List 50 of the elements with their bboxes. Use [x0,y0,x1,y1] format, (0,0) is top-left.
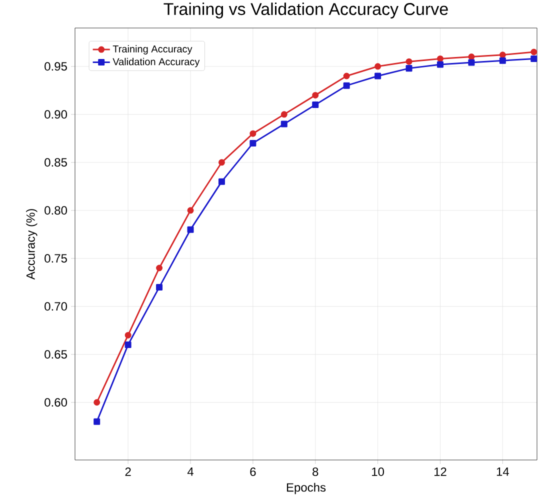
point [406,65,412,72]
x-axis-title: Epochs [286,482,326,494]
point [218,178,225,185]
point [312,102,319,108]
point [280,120,288,128]
y-axis-title: Accuracy (%) [26,209,38,280]
point [499,57,506,64]
point [124,332,132,338]
point [374,63,382,70]
point [436,61,444,68]
point [124,342,132,348]
chart-title: Training vs Validation Accuracy Curve [164,2,448,18]
point [406,58,412,65]
y-tick-label: 0.80 [44,206,68,215]
point [187,207,194,214]
point [468,59,475,66]
point [218,159,225,166]
point [94,399,100,406]
legend-label: Training Accuracy [112,45,192,54]
x-tick-label: 12 [434,468,446,476]
point [187,226,194,233]
y-tick-label: 0.95 [44,62,67,71]
y-tick-label: 0.65 [44,350,67,359]
point [343,72,350,80]
point [250,130,256,137]
y-tick-label: 0.75 [44,254,67,263]
point [530,55,538,62]
point [343,82,350,89]
point [436,55,444,62]
x-tick-label: 2 [125,468,131,476]
y-tick-label: 0.90 [44,110,68,119]
x-tick-label: 6 [250,468,256,476]
legend-label: Validation Accuracy [112,58,200,68]
point [312,92,319,98]
point [156,284,163,290]
point [156,264,163,272]
y-tick-label: 0.85 [44,158,67,167]
point [94,418,100,425]
point [250,140,256,146]
x-tick-label: 4 [187,468,194,476]
y-tick-label: 0.60 [44,398,68,407]
point [499,52,506,58]
point [468,54,475,60]
point [374,72,382,80]
x-tick-label: 8 [312,468,318,476]
y-tick-label: 0.70 [44,302,68,311]
point [530,48,538,56]
x-tick-label: 14 [496,468,509,476]
x-tick-label: 10 [372,468,384,476]
point [280,111,288,118]
